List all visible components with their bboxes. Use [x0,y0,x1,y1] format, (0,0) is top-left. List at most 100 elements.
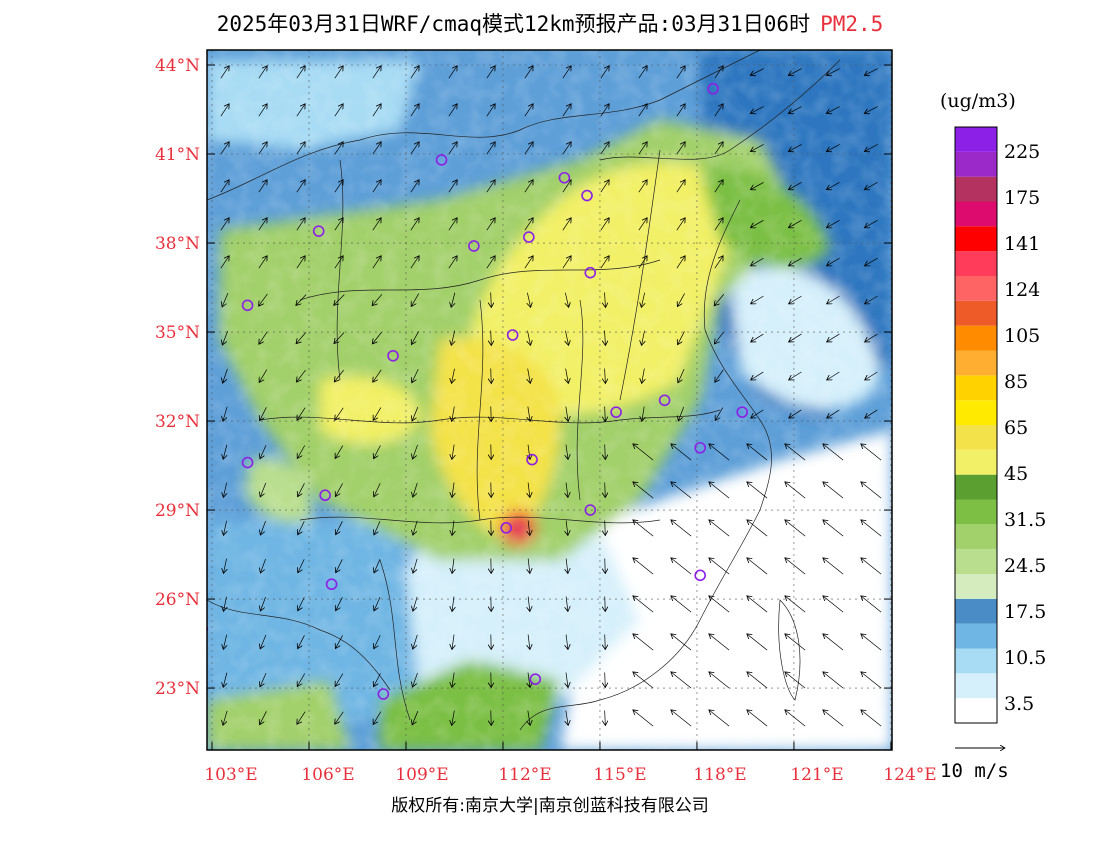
wind-arrow [714,66,723,79]
wind-arrow [826,144,840,151]
lon-label: 109°E [395,765,449,785]
wind-arrow [750,144,764,151]
wind-arrow [861,672,882,689]
wind-arrow [259,369,268,383]
city-marker [500,522,513,534]
wind-arrow [372,218,381,231]
wind-arrow [714,256,723,269]
wind-arrow [296,332,307,343]
colorbar-label: 65 [1004,417,1029,439]
wind-arrow [751,333,764,342]
wind-arrow [524,256,533,269]
lat-label: 44°N [154,56,200,76]
wind-arrow [600,66,609,79]
wind-arrow [823,710,844,727]
wind-arrow [788,68,802,76]
wind-arrow [865,257,878,266]
wind-arrow [605,596,606,612]
wind-arrow [372,104,381,117]
wind-arrow [750,68,764,76]
wind-arrow [259,331,268,344]
colorbar-unit: (ug/m3) [940,90,1016,112]
wind-arrow [528,368,531,384]
wind-arrow [709,596,730,613]
city-marker [558,171,571,184]
wind-arrow [642,406,644,422]
colorbar-swatch [955,375,997,401]
wind-arrow [642,368,645,384]
wind-arrow [223,596,226,612]
wind-arrow [566,368,569,384]
wind-arrow [296,294,307,306]
wind-arrow [298,559,305,573]
lat-label: 29°N [154,501,200,521]
wind-arrow [335,635,343,648]
city-marker [610,406,622,418]
wind-arrow [566,634,568,650]
wind-arrow [633,634,654,651]
wind-arrow [750,219,764,227]
wind-arrow [297,673,306,686]
wind-arrow [374,445,381,458]
wind-arrow [372,294,383,305]
wind-reference-label: 10 m/s [940,760,1009,782]
lon-label: 103°E [204,765,258,785]
wind-arrow [413,634,418,649]
wind-arrow [714,331,724,344]
colorbar-swatch [955,598,997,624]
wind-arrow [296,218,305,231]
colorbar-label: 31.5 [1004,509,1047,531]
wind-arrow [452,444,454,460]
wind-arrow [335,483,343,496]
wind-arrow [335,711,344,724]
city-marker [526,453,538,466]
wind-arrow [747,482,768,499]
wind-arrow [260,673,267,687]
wind-arrow [296,104,305,117]
wind-arrow [334,104,343,117]
wind-arrow [298,521,305,535]
wind-arrow [528,672,530,688]
wind-arrow [785,482,806,499]
wind-arrow [671,634,692,651]
wind-arrow [638,66,647,79]
colorbar-swatch [955,549,997,574]
wind-arrow [785,444,806,461]
wind-arrow [566,406,568,422]
wind-arrow [372,256,381,269]
wind-arrow [785,558,806,575]
city-marker [241,299,254,312]
wind-arrow [709,444,730,461]
wind-arrow [633,672,654,689]
colorbar-label: 45 [1004,463,1029,485]
colorbar-frame [954,126,998,724]
wind-arrow [220,66,229,79]
colorbar-swatch [955,400,997,425]
colorbar-swatch [955,127,997,152]
city-marker [387,349,399,362]
wind-arrow [486,180,495,193]
wind-arrow [222,292,229,307]
wind-arrow [709,710,730,727]
wind-arrow [491,368,492,384]
wind-arrow [566,444,568,460]
wind-arrow [297,407,306,421]
wind-arrow [410,180,419,193]
wind-arrow [747,672,768,689]
colorbar-swatch [955,425,997,450]
wind-arrow [788,106,802,114]
wind-arrow [528,444,530,460]
wind-arrow [566,520,568,536]
wind-arrow [413,558,418,573]
city-marker [694,441,706,454]
wind-arrow [373,711,382,725]
wind-arrow [297,445,306,458]
city-marker [377,688,390,700]
wind-arrow [562,66,571,79]
wind-arrow [709,634,730,651]
wind-arrow [600,180,609,193]
wind-arrow [334,142,343,155]
wind-arrow [633,482,654,499]
wind-arrow [412,672,418,687]
wind-arrow [633,444,654,461]
